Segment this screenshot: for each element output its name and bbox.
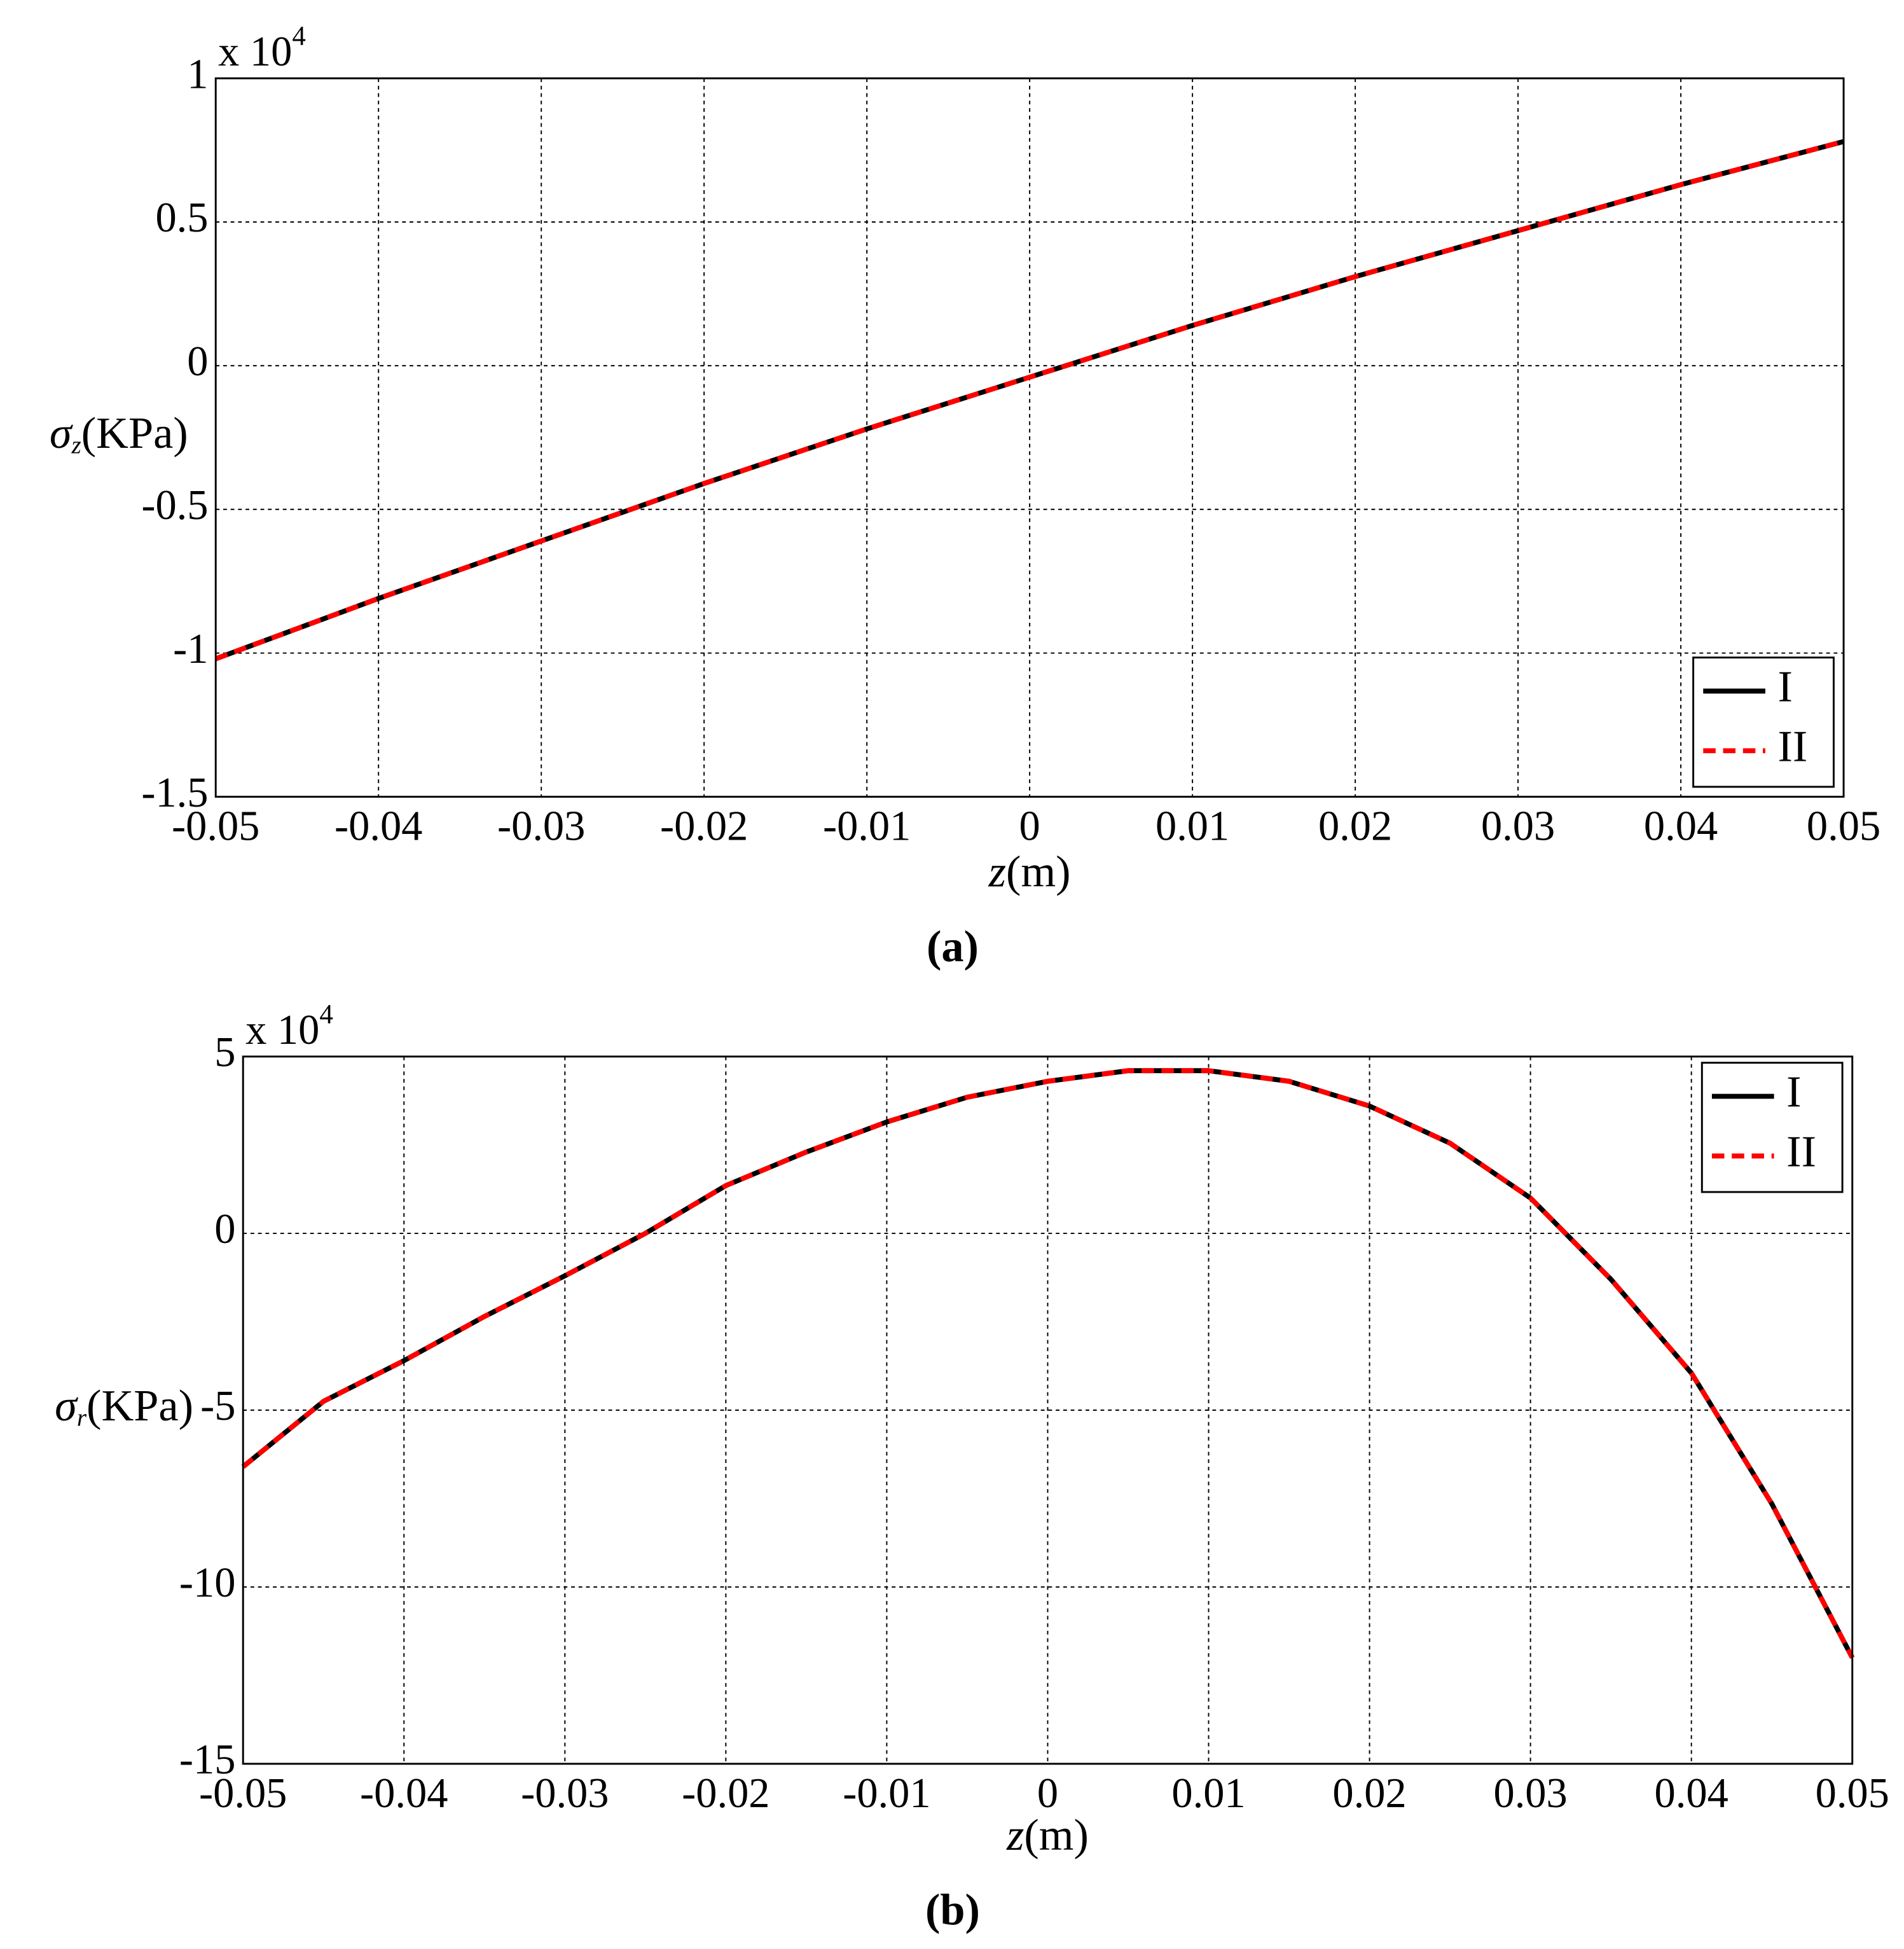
- series-line: [241, 1068, 1855, 1659]
- x-axis-label: z(m): [1006, 1810, 1089, 1860]
- y-label-subscript: z: [71, 431, 81, 459]
- y-tick-label: -0.5: [141, 482, 208, 529]
- x-tick-label: -0.03: [521, 1770, 609, 1817]
- x-tick-label: 0.01: [1156, 803, 1229, 850]
- x-tick-label: 0: [1037, 1770, 1058, 1817]
- x-tick-label: 0.04: [1655, 1770, 1728, 1817]
- axes-box: [214, 77, 1845, 798]
- x-tick-label: 0.01: [1171, 1770, 1245, 1817]
- x-tick-label: 0.02: [1332, 1770, 1406, 1817]
- x-tick-label: 0.04: [1644, 803, 1718, 850]
- y-tick-label: 5: [214, 1029, 235, 1076]
- x-label-unit: (m): [1006, 847, 1071, 897]
- series-line: [214, 139, 1845, 662]
- y-label-subscript: r: [77, 1405, 87, 1432]
- y-tick-label: 0: [187, 338, 208, 385]
- y-axis-label: σz(KPa): [50, 408, 188, 459]
- x-tick-label: -0.04: [360, 1770, 448, 1817]
- multiplier-base: x 10: [245, 1007, 319, 1053]
- axis-multiplier: x 104: [245, 999, 333, 1053]
- x-tick-label: 0.05: [1816, 1770, 1889, 1817]
- legend-box: [1692, 656, 1835, 788]
- x-tick-label: 0: [1019, 803, 1040, 850]
- x-tick-label: -0.01: [823, 803, 911, 850]
- axis-multiplier: x 104: [218, 21, 306, 75]
- y-label-symbol: σ: [55, 1381, 78, 1431]
- x-tick-label: 0.05: [1807, 803, 1880, 850]
- x-tick-label: -0.05: [199, 1770, 287, 1817]
- y-tick-label: -5: [200, 1383, 235, 1429]
- x-tick-label: -0.02: [660, 803, 748, 850]
- caption: (b): [925, 1885, 980, 1934]
- y-label-symbol: σ: [50, 408, 73, 458]
- y-label-unit: (KPa): [81, 408, 188, 458]
- y-tick-label: 0: [214, 1206, 235, 1252]
- x-tick-label: -0.03: [497, 803, 585, 850]
- multiplier-exponent: 4: [292, 21, 305, 51]
- x-tick-label: 0.03: [1481, 803, 1555, 850]
- x-tick-label: -0.05: [172, 803, 259, 850]
- x-label-symbol: z: [988, 847, 1006, 897]
- multiplier-exponent: 4: [319, 999, 333, 1029]
- y-tick-label: -1: [173, 626, 208, 672]
- y-axis-label: σr(KPa): [55, 1381, 193, 1431]
- x-tick-label: -0.02: [682, 1770, 769, 1817]
- y-label-unit: (KPa): [86, 1381, 193, 1431]
- axes-box: [242, 1055, 1854, 1765]
- y-tick-label: -15: [179, 1737, 236, 1783]
- x-tick-label: -0.04: [335, 803, 422, 850]
- x-tick-label: 0.03: [1494, 1770, 1568, 1817]
- legend-label: I: [1777, 662, 1792, 712]
- y-tick-label: -1.5: [141, 770, 208, 816]
- x-label-unit: (m): [1024, 1810, 1089, 1860]
- legend-box: [1700, 1062, 1844, 1193]
- legend-label: II: [1777, 721, 1807, 771]
- legend-label: II: [1786, 1127, 1816, 1176]
- x-axis-label: z(m): [988, 847, 1071, 897]
- y-tick-label: -10: [179, 1560, 236, 1606]
- x-tick-label: -0.01: [843, 1770, 930, 1817]
- y-tick-label: 0.5: [155, 195, 208, 241]
- caption: (a): [927, 922, 979, 971]
- multiplier-base: x 10: [218, 29, 292, 75]
- x-label-symbol: z: [1006, 1810, 1024, 1860]
- legend-label: I: [1786, 1067, 1801, 1117]
- y-tick-label: 1: [187, 51, 208, 97]
- x-tick-label: 0.02: [1318, 803, 1392, 850]
